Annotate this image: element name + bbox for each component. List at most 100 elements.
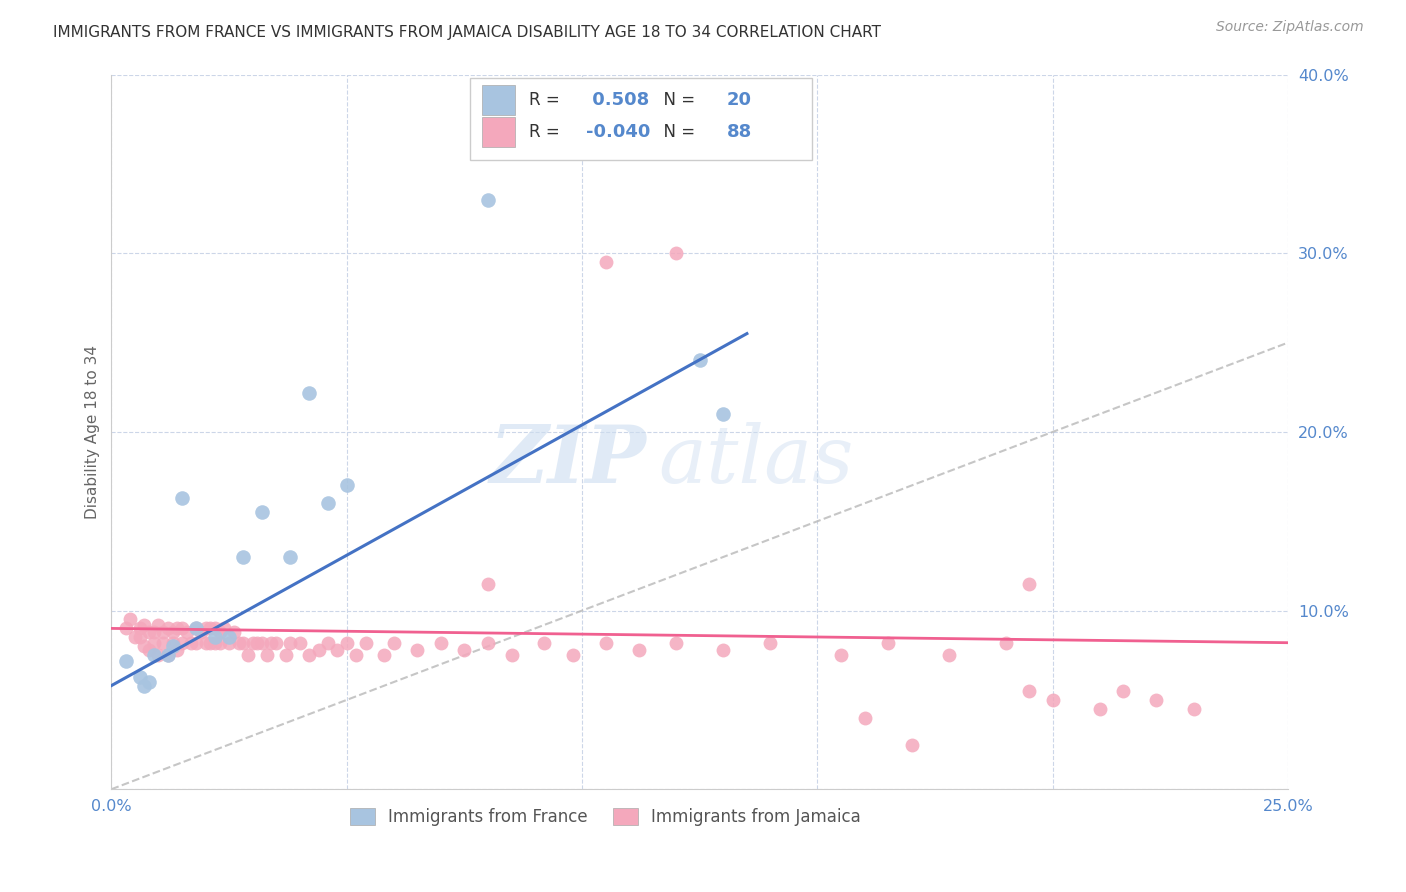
Point (138, 625, 160, 640)
Point (900, 738, 922, 752)
Point (595, 255, 617, 269)
Point (218, 636, 240, 650)
Point (477, 636, 499, 650)
Point (711, 407, 734, 421)
Point (1112, 684, 1135, 698)
Point (170, 491, 193, 505)
Point (373, 648, 395, 663)
Point (156, 621, 179, 635)
Point (232, 636, 254, 650)
Point (689, 353, 711, 368)
Point (214, 621, 236, 635)
Point (830, 648, 852, 663)
Point (152, 625, 174, 640)
Point (236, 648, 259, 663)
Point (665, 636, 688, 650)
Point (627, 643, 650, 657)
FancyBboxPatch shape (471, 78, 811, 161)
Point (138, 643, 160, 657)
Text: N =: N = (652, 90, 700, 109)
Point (533, 636, 555, 650)
Point (218, 631, 240, 645)
Point (256, 648, 278, 663)
Legend: Immigrants from France, Immigrants from Jamaica: Immigrants from France, Immigrants from … (342, 799, 869, 835)
Point (166, 621, 188, 635)
Point (326, 643, 349, 657)
Point (260, 636, 283, 650)
Y-axis label: Disability Age 18 to 34: Disability Age 18 to 34 (86, 345, 100, 519)
Point (114, 654, 136, 668)
Point (344, 648, 367, 663)
Point (134, 640, 156, 654)
Point (877, 636, 900, 650)
Point (204, 621, 226, 635)
FancyBboxPatch shape (482, 118, 515, 147)
Point (128, 670, 150, 684)
Text: 88: 88 (727, 123, 752, 142)
Point (430, 636, 453, 650)
Point (278, 636, 301, 650)
Point (128, 621, 150, 635)
Point (938, 648, 960, 663)
Point (142, 648, 165, 663)
Point (134, 617, 156, 632)
Point (156, 648, 179, 663)
Point (382, 636, 405, 650)
Point (186, 621, 208, 635)
Text: 0.508: 0.508 (586, 90, 650, 109)
Point (406, 643, 429, 657)
Point (148, 648, 170, 663)
Point (204, 636, 226, 650)
Point (246, 636, 269, 650)
Point (501, 648, 523, 663)
Point (148, 617, 170, 632)
Point (264, 636, 287, 650)
Point (853, 711, 876, 725)
Point (120, 612, 142, 626)
Point (595, 636, 617, 650)
Point (176, 625, 198, 640)
Point (1018, 576, 1040, 591)
Point (170, 636, 193, 650)
Point (1144, 693, 1167, 707)
Point (298, 385, 321, 400)
Point (162, 625, 184, 640)
FancyBboxPatch shape (482, 85, 515, 114)
Point (142, 636, 165, 650)
Point (232, 549, 254, 564)
Point (124, 631, 146, 645)
Point (194, 636, 217, 650)
Point (250, 505, 273, 519)
Point (114, 621, 136, 635)
Point (204, 631, 226, 645)
Point (1088, 702, 1111, 716)
Point (354, 636, 377, 650)
Point (166, 643, 188, 657)
Point (288, 636, 311, 650)
Point (336, 478, 359, 492)
Point (170, 621, 193, 635)
Point (759, 636, 782, 650)
Point (208, 636, 231, 650)
Point (477, 576, 499, 591)
Point (134, 679, 156, 693)
Point (190, 625, 212, 640)
Point (477, 193, 499, 207)
Point (222, 625, 245, 640)
Point (194, 621, 217, 635)
Point (316, 636, 339, 650)
Point (711, 643, 734, 657)
Point (453, 643, 475, 657)
Point (242, 636, 264, 650)
Text: atlas: atlas (658, 422, 853, 500)
Point (186, 621, 208, 635)
Text: ZIP: ZIP (489, 422, 647, 500)
Point (1018, 684, 1040, 698)
Point (228, 636, 250, 650)
Point (994, 636, 1017, 650)
Text: IMMIGRANTS FROM FRANCE VS IMMIGRANTS FROM JAMAICA DISABILITY AGE 18 TO 34 CORREL: IMMIGRANTS FROM FRANCE VS IMMIGRANTS FRO… (53, 25, 882, 40)
Point (274, 648, 297, 663)
Point (180, 636, 202, 650)
Text: -0.040: -0.040 (586, 123, 650, 142)
Text: R =: R = (529, 123, 565, 142)
